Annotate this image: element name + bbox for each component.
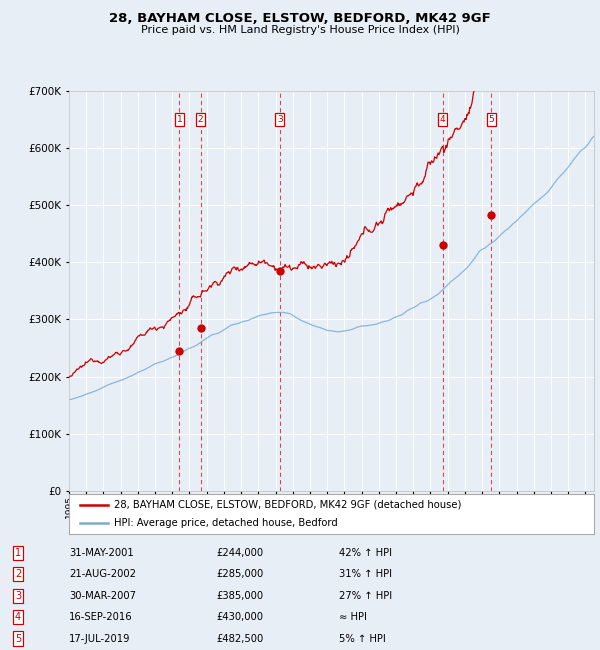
- Text: 21-AUG-2002: 21-AUG-2002: [69, 569, 136, 579]
- Text: 1: 1: [15, 548, 21, 558]
- Text: 28, BAYHAM CLOSE, ELSTOW, BEDFORD, MK42 9GF (detached house): 28, BAYHAM CLOSE, ELSTOW, BEDFORD, MK42 …: [113, 500, 461, 510]
- Text: 4: 4: [440, 115, 446, 124]
- Text: 5: 5: [15, 634, 21, 644]
- Text: 2: 2: [197, 115, 203, 124]
- Text: 31% ↑ HPI: 31% ↑ HPI: [339, 569, 392, 579]
- Text: £482,500: £482,500: [216, 634, 263, 644]
- Text: 28, BAYHAM CLOSE, ELSTOW, BEDFORD, MK42 9GF: 28, BAYHAM CLOSE, ELSTOW, BEDFORD, MK42 …: [109, 12, 491, 25]
- Text: £285,000: £285,000: [216, 569, 263, 579]
- Text: 17-JUL-2019: 17-JUL-2019: [69, 634, 131, 644]
- Text: 3: 3: [277, 115, 283, 124]
- Text: £244,000: £244,000: [216, 548, 263, 558]
- Text: 5% ↑ HPI: 5% ↑ HPI: [339, 634, 386, 644]
- Text: ≈ HPI: ≈ HPI: [339, 612, 367, 622]
- Text: 1: 1: [176, 115, 182, 124]
- Text: 42% ↑ HPI: 42% ↑ HPI: [339, 548, 392, 558]
- Text: 2: 2: [15, 569, 21, 579]
- Text: £430,000: £430,000: [216, 612, 263, 622]
- Text: £385,000: £385,000: [216, 591, 263, 601]
- Text: HPI: Average price, detached house, Bedford: HPI: Average price, detached house, Bedf…: [113, 519, 337, 528]
- Text: 3: 3: [15, 591, 21, 601]
- Text: 4: 4: [15, 612, 21, 622]
- Text: 27% ↑ HPI: 27% ↑ HPI: [339, 591, 392, 601]
- Text: 31-MAY-2001: 31-MAY-2001: [69, 548, 134, 558]
- Text: 5: 5: [488, 115, 494, 124]
- Text: 16-SEP-2016: 16-SEP-2016: [69, 612, 133, 622]
- Text: 30-MAR-2007: 30-MAR-2007: [69, 591, 136, 601]
- Text: Price paid vs. HM Land Registry's House Price Index (HPI): Price paid vs. HM Land Registry's House …: [140, 25, 460, 34]
